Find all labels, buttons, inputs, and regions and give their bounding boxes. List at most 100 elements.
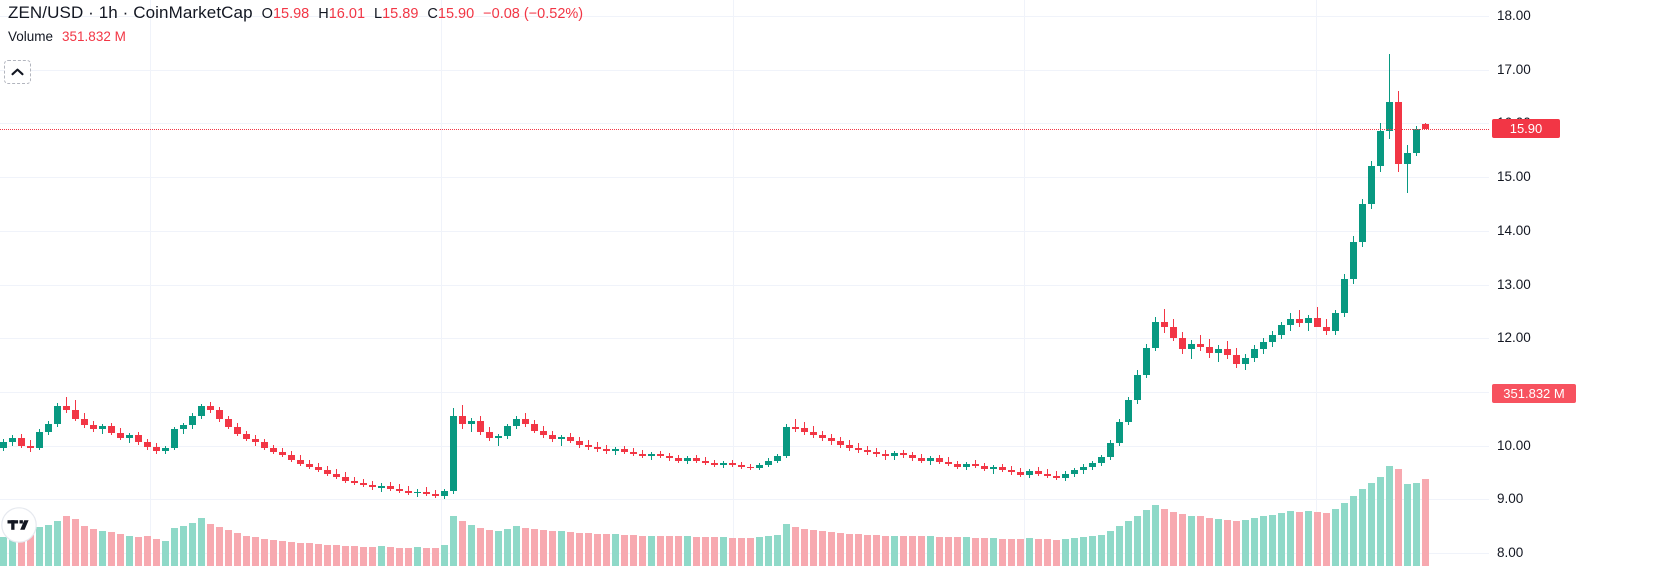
volume-bar — [1278, 512, 1285, 566]
volume-bar — [1098, 534, 1105, 566]
volume-bar — [909, 536, 916, 566]
volume-bar — [702, 537, 709, 566]
candle-body — [216, 410, 223, 419]
volume-bar — [180, 526, 187, 566]
candle-body — [324, 470, 331, 474]
volume-bar — [900, 535, 907, 566]
candle-body — [153, 446, 160, 451]
volume-bar — [531, 529, 538, 566]
legend-collapse-button[interactable] — [4, 60, 31, 84]
volume-bar — [1296, 512, 1303, 566]
candle-body — [477, 420, 484, 432]
candle-body — [810, 431, 817, 435]
candle-body — [1044, 473, 1051, 476]
candle-body — [1125, 400, 1132, 422]
volume-bar — [918, 536, 925, 566]
candle-body — [1296, 318, 1303, 324]
gridline-horizontal — [0, 177, 1489, 178]
candle-body — [9, 437, 16, 443]
tradingview-logo[interactable] — [0, 506, 38, 544]
volume-bar — [126, 535, 133, 566]
candle-body — [720, 462, 727, 465]
candle-wick — [1191, 340, 1192, 359]
volume-bar — [1044, 539, 1051, 566]
price-axis-tick: 10.00 — [1497, 438, 1531, 453]
volume-bar — [135, 537, 142, 566]
candle-body — [360, 483, 367, 486]
volume-bar — [972, 538, 979, 566]
candle-body — [981, 466, 988, 470]
candle-body — [837, 441, 844, 445]
volume-bar — [396, 547, 403, 566]
candle-body — [711, 462, 718, 465]
candle-body — [504, 426, 511, 436]
volume-bar — [27, 534, 34, 566]
candle-body — [594, 446, 601, 449]
volume-bar — [792, 526, 799, 566]
candle-body — [333, 473, 340, 477]
volume-bar — [1197, 516, 1204, 566]
candle-body — [855, 447, 862, 450]
volume-bar — [459, 520, 466, 566]
candle-body — [1089, 462, 1096, 468]
volume-bar — [1314, 512, 1321, 566]
volume-bar — [36, 526, 43, 566]
candle-body — [1170, 327, 1177, 339]
volume-bar — [1368, 482, 1375, 566]
candle-body — [342, 476, 349, 482]
candle-body — [972, 463, 979, 466]
volume-bar — [711, 537, 718, 566]
candle-body — [756, 464, 763, 469]
candle-body — [225, 418, 232, 428]
volume-bar — [1332, 509, 1339, 566]
candle-body — [882, 454, 889, 457]
volume-bar — [1125, 520, 1132, 566]
volume-bar — [738, 538, 745, 566]
candle-body — [522, 418, 529, 425]
volume-bar — [1305, 511, 1312, 566]
volume-bar — [576, 532, 583, 566]
candle-body — [1071, 470, 1078, 474]
candle-body — [747, 467, 754, 469]
candle-wick — [1218, 344, 1219, 362]
candle-body — [1134, 374, 1141, 401]
chart-plot-area[interactable] — [0, 0, 1489, 566]
volume-bar — [828, 532, 835, 566]
candle-body — [1053, 475, 1060, 478]
candle-body — [954, 463, 961, 468]
volume-bar — [99, 531, 106, 566]
price-axis-tick: 15.00 — [1497, 169, 1531, 184]
price-axis-tick: 9.00 — [1497, 491, 1524, 506]
volume-bar — [1107, 531, 1114, 566]
volume-bar — [90, 529, 97, 566]
volume-bar — [774, 534, 781, 566]
volume-bar — [558, 531, 565, 566]
candle-body — [1062, 473, 1069, 478]
candle-body — [81, 418, 88, 426]
candle-body — [603, 448, 610, 451]
candle-wick — [1020, 468, 1021, 477]
candle-wick — [1200, 334, 1201, 352]
candle-body — [198, 405, 205, 416]
candle-body — [1269, 334, 1276, 343]
volume-bar — [270, 539, 277, 566]
candle-body — [117, 432, 124, 439]
volume-bar — [297, 542, 304, 566]
candle-body — [774, 456, 781, 461]
volume-bar — [891, 535, 898, 566]
candle-body — [126, 434, 133, 439]
candle-body — [945, 461, 952, 464]
candle-body — [1107, 443, 1114, 458]
candle-body — [738, 464, 745, 468]
candle-body — [351, 481, 358, 484]
volume-bar — [252, 537, 259, 566]
volume-bar — [549, 531, 556, 566]
volume-bar — [819, 531, 826, 566]
price-axis-tick: 12.00 — [1497, 330, 1531, 345]
candle-body — [540, 430, 547, 435]
volume-bar — [954, 537, 961, 566]
volume-bar — [639, 535, 646, 566]
volume-bar — [666, 536, 673, 566]
volume-bar — [207, 524, 214, 566]
price-axis[interactable]: 18.0017.0016.0015.0014.0013.0012.0011.00… — [1489, 0, 1673, 566]
